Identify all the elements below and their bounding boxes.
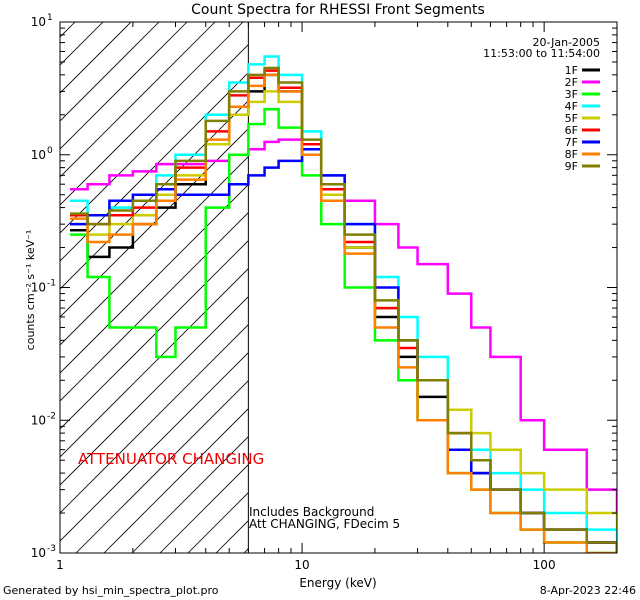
series-4F-line: [70, 55, 617, 553]
y-tick-exponent: -2: [47, 411, 56, 421]
y-tick-exponent: -3: [47, 544, 56, 554]
legend-label-2F: 2F: [565, 76, 578, 89]
attenuator-state-annotation: Att CHANGING, FDecim 5: [249, 517, 400, 531]
y-tick-label: 10: [31, 15, 46, 29]
legend-label-3F: 3F: [565, 88, 578, 101]
background-annotation: Includes Background: [249, 505, 374, 519]
legend-label-8F: 8F: [565, 148, 578, 161]
series-1F-line: [70, 73, 617, 553]
series-layer: [70, 55, 617, 553]
x-tick-label: 1: [56, 558, 64, 572]
series-9F-line: [70, 66, 617, 553]
y-tick-exponent: 1: [47, 13, 53, 23]
legend-label-9F: 9F: [565, 160, 578, 173]
y-axis-label: counts cm⁻² s⁻¹ keV⁻¹: [24, 230, 37, 351]
legend-label-4F: 4F: [565, 100, 578, 113]
x-tick-label: 100: [533, 558, 556, 572]
legend-label-5F: 5F: [565, 112, 578, 125]
legend-label-6F: 6F: [565, 124, 578, 137]
y-tick-label: 10: [31, 281, 46, 295]
time-range-label: 11:53:00 to 11:54:00: [483, 47, 600, 60]
series-6F-line: [70, 69, 617, 553]
y-tick-exponent: 0: [47, 146, 53, 156]
y-tick-label: 10: [31, 546, 46, 560]
timestamp-text: 8-Apr-2023 22:46: [540, 584, 636, 597]
y-tick-label: 10: [31, 148, 46, 162]
legend-label-7F: 7F: [565, 136, 578, 149]
legend-label-1F: 1F: [565, 64, 578, 77]
y-tick-label: 10: [31, 413, 46, 427]
series-8F-line: [70, 73, 617, 553]
axis-ticks: [59, 21, 618, 554]
attenuator-annotation: ATTENUATOR CHANGING: [78, 450, 264, 468]
chart-title: Count Spectra for RHESSI Front Segments: [191, 2, 485, 18]
date-label: 20-Jan-2005: [533, 36, 601, 49]
generated-by-text: Generated by hsi_min_spectra_plot.pro: [3, 584, 219, 597]
x-tick-labels: 1 10 100: [56, 558, 555, 572]
y-tick-exponent: -1: [47, 279, 56, 289]
attenuator-hatch-region: [60, 22, 249, 553]
x-tick-label: 10: [294, 558, 309, 572]
x-axis-label: Energy (keV): [299, 576, 376, 590]
